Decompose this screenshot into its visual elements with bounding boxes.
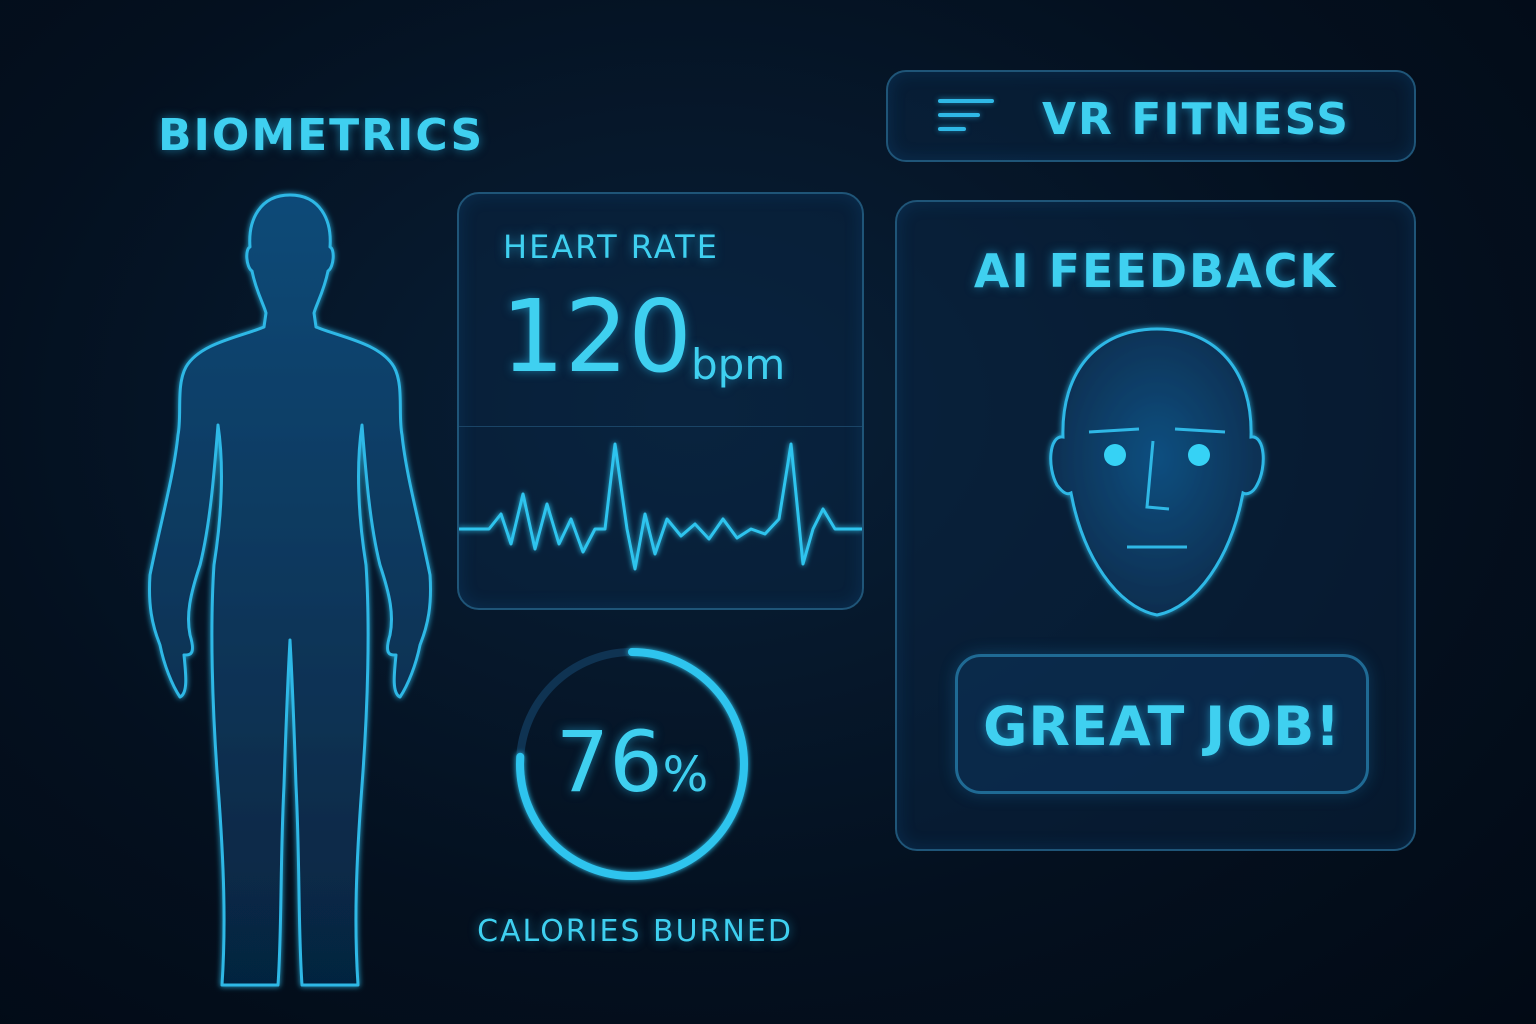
heart-rate-card: HEART RATE 120 bpm — [457, 192, 864, 610]
feedback-message: GREAT JOB! — [983, 695, 1341, 758]
app-title: VR FITNESS — [1042, 94, 1350, 145]
heart-rate-unit: bpm — [691, 340, 786, 389]
feedback-message-box: GREAT JOB! — [955, 654, 1369, 794]
face-icon — [1049, 327, 1265, 617]
biometrics-title: BIOMETRICS — [158, 110, 485, 161]
ai-feedback-title: AI FEEDBACK — [973, 244, 1338, 298]
percent-sign: % — [662, 747, 709, 803]
body-silhouette-icon — [148, 193, 432, 987]
calories-percent-number: 76 — [555, 713, 663, 811]
ecg-waveform-icon — [459, 442, 862, 571]
calories-percent: 76% — [510, 712, 754, 825]
calories-label: CALORIES BURNED — [477, 914, 793, 949]
hamburger-icon[interactable] — [938, 99, 998, 139]
heart-rate-label: HEART RATE — [503, 228, 719, 266]
heart-rate-value: 120 — [501, 278, 692, 395]
top-bar: VR FITNESS — [886, 70, 1416, 162]
divider — [459, 426, 862, 427]
ai-feedback-card: AI FEEDBACK GREAT JOB! — [895, 200, 1416, 851]
calories-progress-ring — [516, 648, 748, 880]
